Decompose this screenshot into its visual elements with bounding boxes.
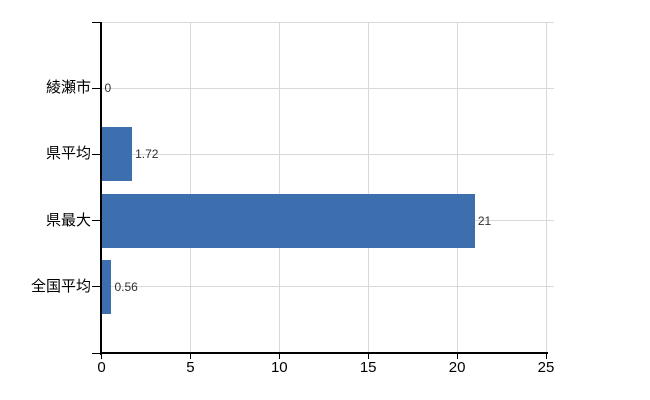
bar: [101, 259, 112, 314]
y-axis-tick: [91, 352, 100, 354]
x-axis-tick: [367, 353, 369, 359]
bar: [101, 193, 475, 248]
y-axis-tick: [91, 87, 100, 89]
value-label: 0.56: [114, 279, 138, 294]
x-tick-label: 15: [359, 359, 377, 376]
vertical-gridline: [367, 22, 369, 353]
value-label: 1.72: [135, 147, 159, 162]
value-label: 21: [477, 213, 492, 228]
horizontal-gridline: [101, 87, 554, 89]
category-label: 綾瀬市: [45, 79, 91, 97]
x-tick-label: 25: [537, 359, 555, 376]
x-tick-label: 10: [270, 359, 288, 376]
x-tick-label: 20: [448, 359, 466, 376]
x-tick-label: 5: [186, 359, 195, 376]
vertical-gridline: [456, 22, 458, 353]
vertical-gridline: [189, 22, 191, 353]
y-axis-tick: [91, 286, 100, 288]
category-label: 県最大: [45, 211, 91, 229]
vertical-gridline: [545, 22, 547, 353]
y-axis-tick: [91, 220, 100, 222]
y-axis-tick: [91, 21, 100, 23]
y-axis-line: [99, 22, 102, 355]
x-axis-tick: [278, 353, 280, 359]
x-axis-tick: [456, 353, 458, 359]
value-label: 0: [104, 81, 112, 96]
x-axis-tick: [101, 353, 102, 359]
x-axis-tick: [545, 353, 547, 359]
horizontal-gridline: [101, 21, 554, 23]
horizontal-gridline: [101, 286, 554, 288]
x-tick-label: 0: [97, 359, 106, 376]
bar: [101, 127, 133, 182]
category-label: 県平均: [45, 145, 91, 163]
vertical-gridline: [278, 22, 280, 353]
category-label: 全国平均: [30, 277, 91, 295]
x-axis-line: [99, 352, 548, 354]
y-axis-tick: [91, 153, 100, 155]
horizontal-gridline: [101, 153, 554, 155]
x-axis-tick: [189, 353, 191, 359]
